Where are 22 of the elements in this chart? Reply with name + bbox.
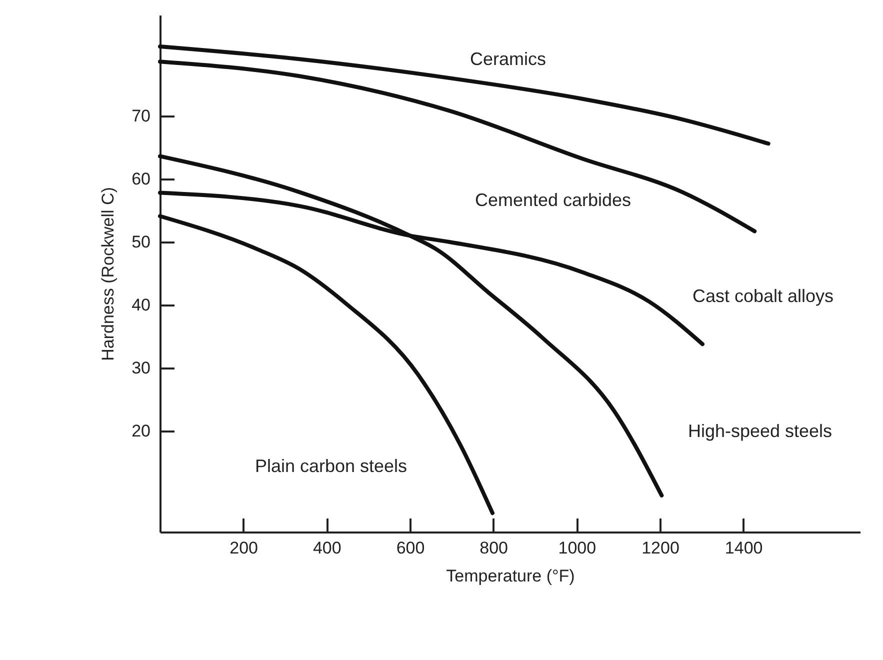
y-tick-label: 50 <box>132 232 150 252</box>
x-tick-label: 1400 <box>724 538 763 558</box>
line-series <box>158 214 494 516</box>
x-tick-label: 200 <box>230 538 258 558</box>
series-label: Cemented carbides <box>474 190 632 210</box>
y-tick-label: 60 <box>132 169 150 188</box>
x-tick-label: 1000 <box>558 538 596 558</box>
series-label: Cast cobalt alloys <box>692 286 834 306</box>
y-tick-label: 40 <box>132 296 150 315</box>
y-axis-title: Hardness (Rockwell C) <box>98 187 118 361</box>
text: Plain carbon steels <box>254 456 408 476</box>
line-series <box>158 44 770 146</box>
x-tick-label: 1200 <box>642 538 680 558</box>
x-tick-label: 400 <box>312 538 342 558</box>
x-tick-label: 800 <box>480 538 508 558</box>
x-axis-title: Temperature (°F) <box>446 566 575 586</box>
text: High-speed steels <box>688 421 832 441</box>
series-label: Ceramics <box>470 49 546 69</box>
x-tick-label: 600 <box>396 538 425 558</box>
y-tick-label: 20 <box>132 422 150 441</box>
y-tick-label: 30 <box>132 358 150 378</box>
y-tick-label: 70 <box>132 106 150 126</box>
